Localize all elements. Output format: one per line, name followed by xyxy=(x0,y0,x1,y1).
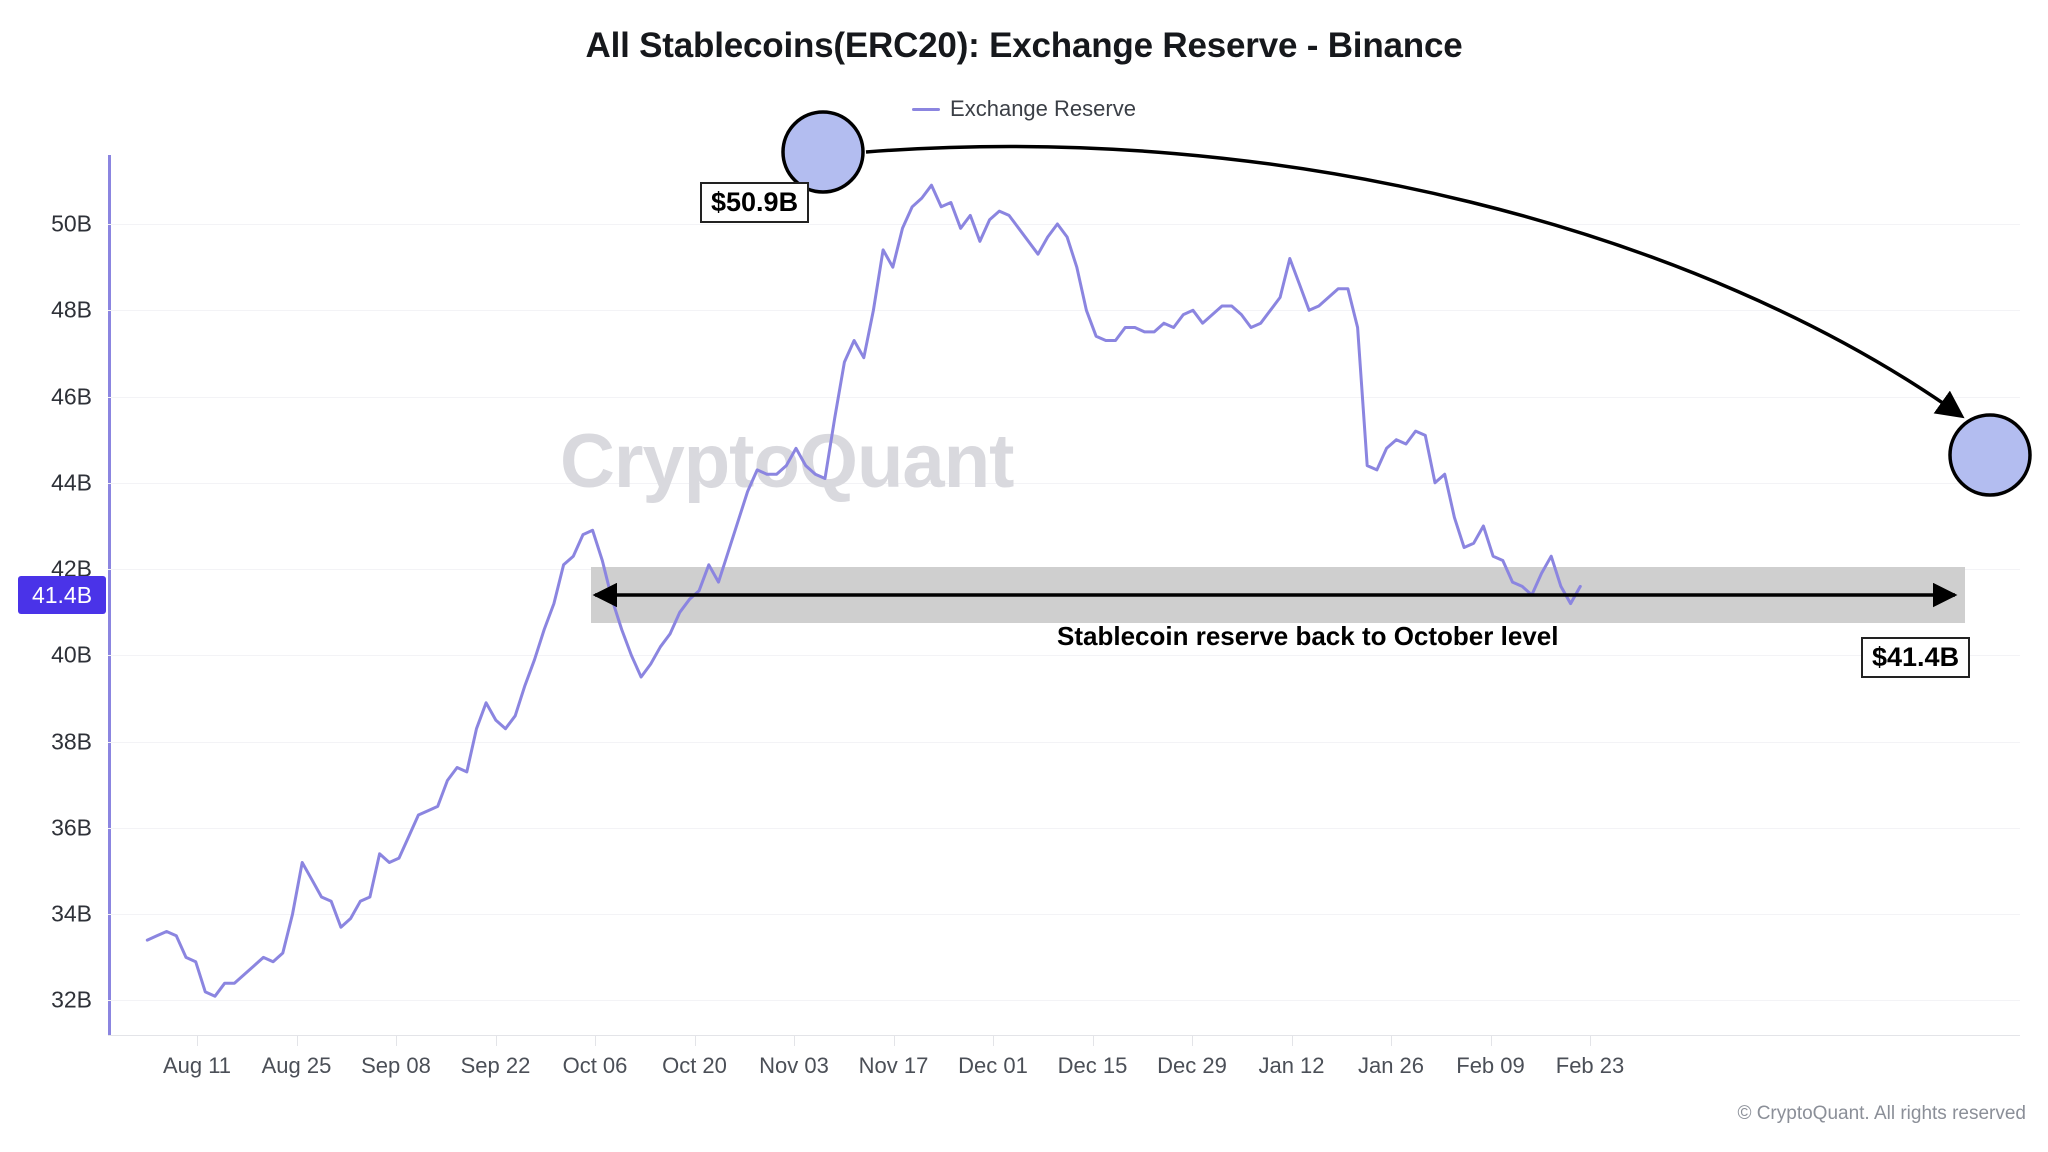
gridline xyxy=(108,827,2020,829)
y-axis-tick-label: 40B xyxy=(51,641,92,668)
gridline xyxy=(108,482,2020,484)
x-axis-tick-mark xyxy=(1192,1035,1193,1046)
x-axis-tick-mark xyxy=(993,1035,994,1046)
x-axis-tick-mark xyxy=(296,1035,298,1046)
x-axis-tick-mark xyxy=(197,1035,198,1046)
x-axis-tick-mark xyxy=(495,1035,497,1046)
gridline xyxy=(108,396,2020,398)
gridline xyxy=(108,1000,2020,1002)
peak-to-end-curved-arrow xyxy=(865,144,1965,419)
x-axis-tick-label: Nov 17 xyxy=(858,1053,929,1078)
x-axis-tick-label: Aug 25 xyxy=(261,1053,332,1078)
peak-value-label: $50.9B xyxy=(700,182,810,223)
x-axis-tick-label: Oct 20 xyxy=(662,1053,727,1078)
gridline xyxy=(108,310,2020,312)
x-axis-tick-mark xyxy=(1391,1035,1392,1046)
x-axis-tick-mark xyxy=(694,1035,696,1046)
y-axis-tick-label: 46B xyxy=(51,383,92,410)
x-axis-tick-mark xyxy=(1490,1035,1492,1046)
x-axis-line xyxy=(108,1035,2020,1036)
x-axis-tick-label: Sep 22 xyxy=(460,1053,531,1078)
x-axis-tick-mark xyxy=(396,1035,397,1046)
end-highlight-circle xyxy=(1948,413,2032,497)
x-axis-tick-label: Aug 11 xyxy=(162,1053,232,1078)
gridline xyxy=(108,914,2020,916)
legend-swatch-exchange-reserve xyxy=(912,107,941,111)
y-axis-tick-label: 32B xyxy=(51,986,92,1013)
gridline xyxy=(108,741,2020,743)
y-axis-tick-label: 44B xyxy=(51,469,92,496)
x-axis-tick-mark xyxy=(595,1035,596,1046)
y-axis-tick-label: 36B xyxy=(51,814,92,841)
x-axis-tick-label: Dec 15 xyxy=(1057,1053,1128,1078)
y-axis-line xyxy=(108,155,111,1035)
x-axis-tick-label: Dec 01 xyxy=(958,1053,1028,1078)
y-axis-current-value-badge: 41.4B xyxy=(18,576,106,614)
x-axis-tick-label: Oct 06 xyxy=(562,1053,628,1078)
copyright-footer: © CryptoQuant. All rights reserved xyxy=(1737,1103,2026,1124)
legend-label-exchange-reserve: Exchange Reserve xyxy=(950,96,1136,121)
x-axis-tick-mark xyxy=(1092,1035,1094,1046)
y-axis-tick-label: 50B xyxy=(51,210,92,237)
x-axis-tick-label: Jan 12 xyxy=(1258,1053,1325,1078)
end-value-label: $41.4B xyxy=(1861,637,1971,678)
gridline xyxy=(108,655,2020,657)
x-axis-tick-label: Jan 26 xyxy=(1357,1053,1425,1078)
peak-highlight-circle xyxy=(781,110,865,194)
x-axis-tick-label: Feb 23 xyxy=(1555,1053,1625,1078)
x-axis-tick-label: Dec 29 xyxy=(1157,1053,1227,1078)
x-axis-tick-mark xyxy=(893,1035,895,1046)
chart-legend: Exchange Reserve xyxy=(0,96,2048,122)
y-axis-tick-labels: 32B 34B 36B 38B 40B 42B 44B 46B 48B 50B xyxy=(0,0,92,1152)
x-axis-tick-label: Sep 08 xyxy=(361,1053,431,1078)
x-axis-tick-mark xyxy=(1291,1035,1293,1046)
x-axis-tick-mark xyxy=(1590,1035,1591,1046)
x-axis-tick-label: Feb 09 xyxy=(1456,1053,1525,1078)
series-line-exchange-reserve xyxy=(145,183,1582,998)
x-axis-tick-label: Nov 03 xyxy=(759,1053,829,1078)
x-axis-tick-mark xyxy=(794,1035,795,1046)
y-axis-tick-label: 38B xyxy=(51,728,92,755)
october-level-note: Stablecoin reserve back to October level xyxy=(1057,621,1559,651)
chart-title: All Stablecoins(ERC20): Exchange Reserve… xyxy=(585,26,1463,65)
gridline xyxy=(108,224,2020,226)
y-axis-tick-label: 34B xyxy=(51,900,92,927)
y-axis-tick-label: 48B xyxy=(51,296,92,323)
